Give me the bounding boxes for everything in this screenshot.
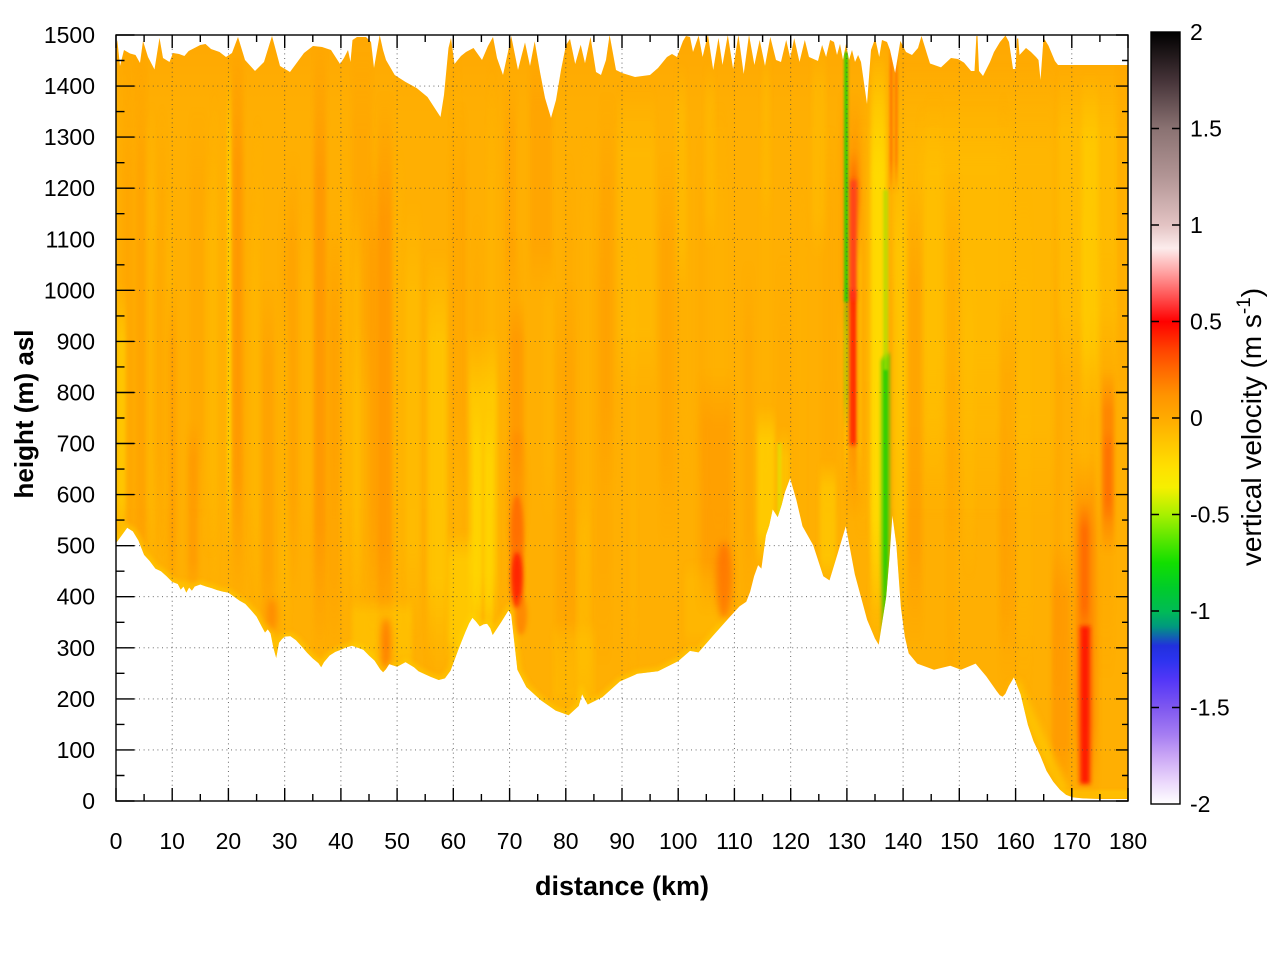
svg-text:30: 30 — [272, 828, 298, 854]
svg-text:170: 170 — [1053, 828, 1091, 854]
svg-text:distance (km): distance (km) — [535, 871, 709, 901]
svg-text:500: 500 — [57, 533, 95, 559]
svg-text:0: 0 — [1190, 405, 1203, 431]
svg-text:700: 700 — [57, 431, 95, 457]
svg-text:150: 150 — [940, 828, 978, 854]
svg-text:40: 40 — [328, 828, 354, 854]
svg-text:50: 50 — [384, 828, 410, 854]
svg-text:1500: 1500 — [44, 22, 95, 48]
svg-text:200: 200 — [57, 686, 95, 712]
svg-text:120: 120 — [772, 828, 810, 854]
svg-text:20: 20 — [216, 828, 242, 854]
svg-text:80: 80 — [553, 828, 579, 854]
svg-text:0: 0 — [82, 788, 95, 814]
svg-text:160: 160 — [996, 828, 1034, 854]
svg-text:vertical velocity (m s-1): vertical velocity (m s-1) — [1234, 288, 1267, 566]
svg-text:2: 2 — [1190, 19, 1203, 45]
svg-text:-2: -2 — [1190, 791, 1210, 817]
svg-text:180: 180 — [1109, 828, 1147, 854]
svg-text:100: 100 — [57, 737, 95, 763]
svg-text:130: 130 — [828, 828, 866, 854]
svg-text:1300: 1300 — [44, 124, 95, 150]
svg-text:1400: 1400 — [44, 73, 95, 99]
svg-text:0.5: 0.5 — [1190, 309, 1222, 335]
svg-text:10: 10 — [159, 828, 185, 854]
svg-text:1000: 1000 — [44, 277, 95, 303]
svg-text:140: 140 — [884, 828, 922, 854]
svg-text:height (m) asl: height (m) asl — [9, 329, 39, 498]
svg-text:100: 100 — [659, 828, 697, 854]
svg-text:-1.5: -1.5 — [1190, 695, 1230, 721]
svg-text:-0.5: -0.5 — [1190, 502, 1230, 528]
svg-text:900: 900 — [57, 328, 95, 354]
svg-text:600: 600 — [57, 482, 95, 508]
svg-text:-1: -1 — [1190, 598, 1210, 624]
svg-text:300: 300 — [57, 635, 95, 661]
svg-text:70: 70 — [497, 828, 523, 854]
svg-text:60: 60 — [441, 828, 467, 854]
svg-text:1.5: 1.5 — [1190, 116, 1222, 142]
svg-text:110: 110 — [716, 828, 753, 854]
svg-text:1: 1 — [1190, 212, 1203, 238]
svg-text:400: 400 — [57, 584, 95, 610]
svg-text:90: 90 — [609, 828, 635, 854]
svg-text:1200: 1200 — [44, 175, 95, 201]
svg-text:0: 0 — [110, 828, 123, 854]
svg-text:800: 800 — [57, 380, 95, 406]
svg-text:1100: 1100 — [46, 226, 95, 252]
